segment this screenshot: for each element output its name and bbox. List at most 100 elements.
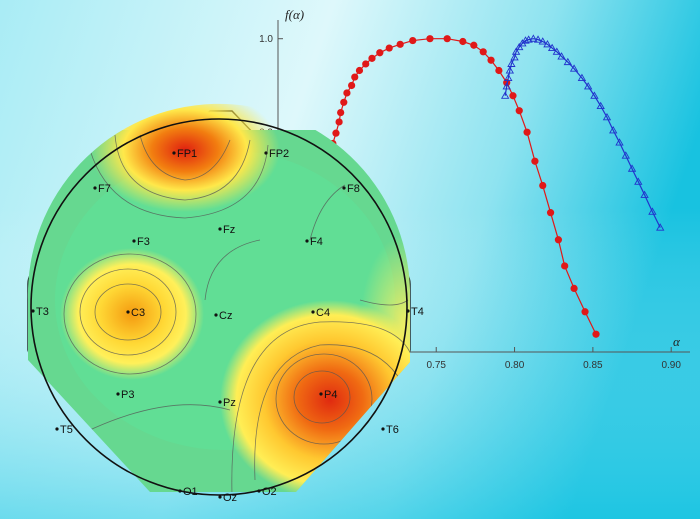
data-point [546,209,555,217]
data-point [343,89,351,97]
data-point [348,81,356,90]
data-point [533,35,543,43]
electrode-dot [264,151,268,155]
electrode-dot [218,400,222,404]
electrode-label: F3 [137,236,150,248]
electrode-dot [218,227,222,231]
data-point [409,36,417,45]
data-point [529,34,538,42]
data-point [569,64,579,72]
data-point [502,82,511,90]
electrode-label: P4 [324,389,337,401]
x-tick-label: 0.85 [583,360,603,371]
data-point [648,207,657,215]
data-point [640,190,649,198]
electrode-label: F7 [98,183,111,195]
data-point [523,128,531,136]
electrode-label: O2 [262,486,277,498]
electrode-dot [381,427,385,431]
electrode-label: C4 [316,307,330,319]
data-point [426,35,434,43]
data-point [340,98,348,106]
data-point [335,118,343,126]
electrode-label: FP1 [177,148,197,160]
data-point [583,82,593,90]
x-tick-label: 0.75 [426,360,446,371]
electrode-dot [319,392,323,396]
eeg-topographic-map: FP1 FP2 F7 F8 F3 Fz F4 T3 C3 Cz C4 T4 P3 Pz P4 T5 T6 O1 O2… [27,103,424,504]
electrode-dot [214,313,218,317]
data-point [531,157,539,165]
data-point [459,37,467,46]
data-point [332,129,340,137]
data-point [509,92,517,100]
electrode-label: T6 [386,424,399,436]
data-point [557,52,566,60]
head-outline [30,118,408,496]
electrode-dot [311,310,315,314]
data-point [362,60,370,68]
electrode-label: Cz [219,310,232,322]
electrode-dot [116,392,120,396]
data-point [561,262,569,270]
x-tick-label: 0.90 [661,360,681,371]
data-point [507,59,516,67]
data-point [627,164,637,172]
data-point [656,223,665,231]
data-point [495,66,503,75]
electrode-label: Fz [223,224,235,236]
data-point [547,43,557,52]
data-point [505,66,515,74]
data-point [577,73,587,81]
data-point [539,181,547,190]
data-point [479,48,487,56]
data-point [443,35,451,43]
electrode-label: O1 [183,486,198,498]
y-axis-label: f(α) [285,7,304,22]
data-point [552,47,562,55]
electrode-layer: FP1 FP2 F7 F8 F3 Fz F4 T3 C3 Cz C4 T4 P3 Pz P4 T5 T6 O1 O2… [31,148,424,504]
x-tick-label: 0.80 [505,360,525,371]
data-point [337,108,345,117]
electrode-label: T4 [411,306,424,318]
x-ticks: 0.75 0.80 0.85 0.90 [426,347,681,371]
electrode-label: T3 [36,306,49,318]
electrode-label: FP2 [269,148,289,160]
data-point [602,112,612,121]
data-point [581,308,589,316]
data-point [355,66,364,75]
electrode-label: F8 [347,183,360,195]
data-point [376,49,384,57]
data-point [634,177,643,185]
data-point [504,73,513,81]
data-point [515,107,523,115]
electrode-dot [31,309,35,313]
electrode-label: F4 [310,236,323,248]
electrode-dot [55,427,59,431]
data-point [563,57,572,66]
data-point [500,91,510,99]
data-point [554,236,563,244]
electrode-dot [257,489,261,493]
electrode-dot [305,239,309,243]
electrode-dot [93,186,97,190]
data-point [590,91,599,99]
data-point [385,44,393,52]
electrode-label: P3 [121,389,134,401]
data-point [538,37,547,45]
electrode-label: C3 [131,307,145,319]
data-point [615,138,624,146]
data-point [368,54,376,62]
electrode-dot [126,310,130,314]
data-point [396,40,404,48]
electrode-dot [172,151,176,155]
data-point [570,284,578,293]
electrode-dot [342,186,346,190]
data-point [521,36,530,44]
electrode-label: Oz [223,492,237,504]
x-axis-label: α [673,334,681,349]
data-point [592,330,600,338]
electrode-dot [406,309,410,313]
